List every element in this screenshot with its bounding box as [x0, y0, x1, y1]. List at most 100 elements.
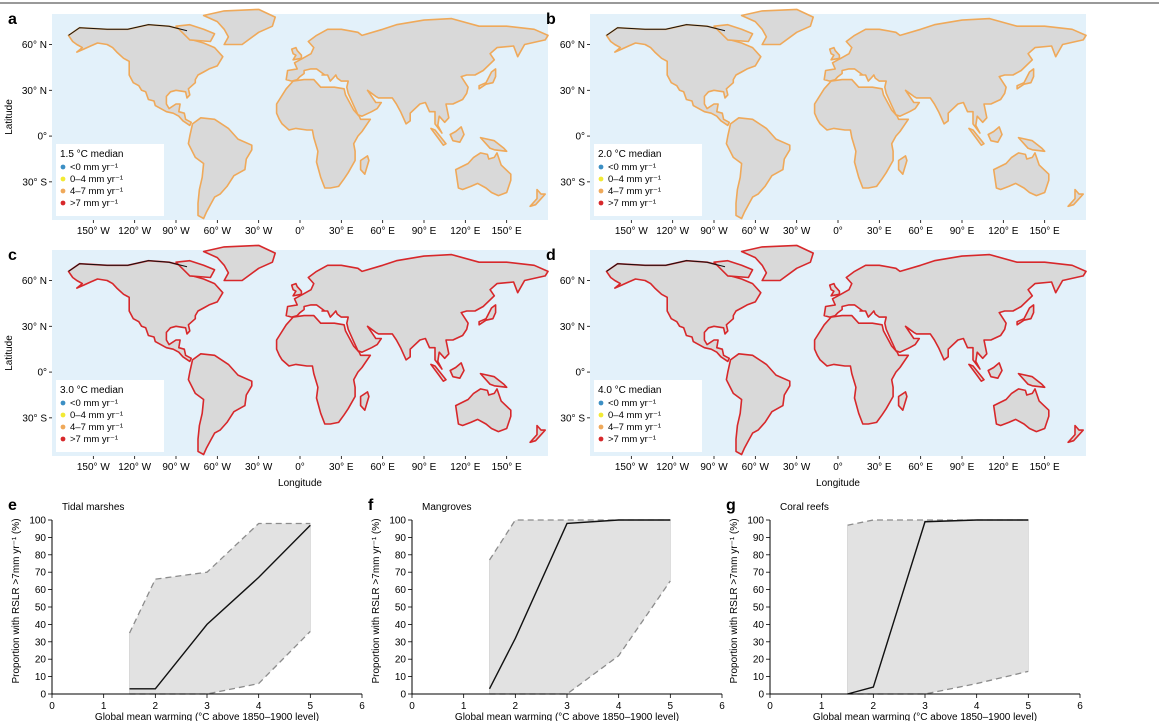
x-axis-label: Global mean warming (°C above 1850–1900 …	[95, 712, 319, 721]
chart-panel-e: e Tidal marshes 0 10 20 30 40 50 60 70 80 90 100 0 1 2 3…	[8, 497, 365, 721]
lat-tick-label: 30° S	[22, 177, 47, 188]
x-tick-label: 1	[819, 701, 825, 712]
lon-tick-label: 150° E	[492, 462, 522, 473]
upper-bound-line	[488, 519, 671, 561]
landmass-japan	[478, 68, 497, 90]
x-tick-label: 3	[564, 701, 570, 712]
lat-tick-label: 30° N	[22, 322, 47, 333]
lon-tick-label: 60° W	[204, 226, 232, 237]
landmass-sa	[725, 352, 791, 456]
panel-letter: f	[368, 497, 374, 514]
y-tick-label: 40	[753, 620, 765, 631]
y-tick-label: 80	[753, 550, 765, 561]
legend-swatch	[60, 176, 66, 182]
landmass-uk	[828, 282, 841, 297]
lat-tick-label: 60° N	[560, 276, 585, 287]
y-tick-label: 30	[395, 637, 407, 648]
lon-tick-label: 90° E	[950, 462, 975, 473]
x-tick-label: 2	[871, 701, 877, 712]
arctic-coastline	[606, 260, 726, 272]
lower-bound-line	[129, 630, 311, 695]
median-line	[129, 524, 311, 690]
uncertainty-band	[129, 523, 311, 694]
landmass-nz	[529, 188, 547, 208]
panel-letter: g	[726, 497, 736, 514]
landmass-aus	[992, 388, 1050, 433]
lon-tick-label: 30° E	[329, 462, 354, 473]
landmass-uk	[828, 46, 841, 61]
landmass-japan	[1016, 304, 1035, 326]
lon-tick-label: 150° W	[77, 226, 110, 237]
y-tick-label: 20	[753, 655, 765, 666]
lon-tick-label: 30° E	[329, 226, 354, 237]
x-tick-label: 5	[308, 701, 314, 712]
median-line	[847, 519, 1029, 695]
lon-tick-label: 30° E	[867, 462, 892, 473]
legend-swatch	[598, 436, 604, 442]
x-tick-label: 4	[974, 701, 980, 712]
panel-letter: e	[8, 497, 17, 514]
y-tick-label: 40	[35, 620, 47, 631]
x-tick-label: 3	[922, 701, 928, 712]
panel-letter: a	[8, 11, 17, 28]
landmass-borneo	[449, 126, 465, 143]
map-legend: 2.0 °C median <0 mm yr⁻¹0–4 mm yr⁻¹4–7 mm…	[594, 144, 702, 216]
landmass-ng	[1017, 136, 1046, 153]
legend-label: >7 mm yr⁻¹	[70, 434, 118, 445]
lon-tick-label: 0°	[833, 462, 843, 473]
lon-tick-label: 150° W	[615, 226, 648, 237]
legend-swatch	[598, 200, 604, 206]
landmass-mad	[897, 155, 908, 175]
map-panels: a 60° N 30° N 0° 30° S 150° W 120° W 90° W 60° W…	[4, 8, 1087, 489]
lon-tick-label: 90° W	[162, 226, 190, 237]
y-tick-label: 20	[35, 655, 47, 666]
lon-tick-label: 60° W	[742, 462, 770, 473]
map-legend: 4.0 °C median <0 mm yr⁻¹0–4 mm yr⁻¹4–7 mm…	[594, 380, 702, 452]
landmass-sumatra	[968, 363, 985, 383]
x-tick-label: 4	[616, 701, 622, 712]
x-tick-label: 0	[49, 701, 55, 712]
lon-tick-label: 30° W	[245, 462, 273, 473]
lon-tick-label: 120° W	[118, 462, 151, 473]
legend-label: 0–4 mm yr⁻¹	[608, 410, 661, 421]
lon-tick-label: 30° W	[783, 462, 811, 473]
x-tick-label: 3	[204, 701, 210, 712]
lon-tick-label: 60° W	[204, 462, 232, 473]
median-line	[488, 519, 671, 690]
legend-label: 0–4 mm yr⁻¹	[608, 174, 661, 185]
lon-tick-label: 150° W	[615, 462, 648, 473]
lon-tick-label: 120° E	[988, 226, 1018, 237]
landmass-baffin	[175, 259, 216, 279]
landmass-uk	[290, 282, 303, 297]
y-tick-label: 70	[753, 568, 765, 579]
lon-tick-label: 90° W	[162, 462, 190, 473]
lat-tick-label: 0°	[37, 368, 47, 379]
legend-label: <0 mm yr⁻¹	[608, 398, 656, 409]
legend-label: 4–7 mm yr⁻¹	[608, 186, 661, 197]
legend-swatch	[598, 188, 604, 194]
legend-box	[594, 380, 702, 452]
landmass-na	[605, 259, 762, 363]
landmass-eur	[285, 253, 549, 370]
lon-tick-label: 0°	[295, 462, 305, 473]
landmass-na	[67, 259, 224, 363]
landmass-nz	[1067, 424, 1084, 444]
y-tick-label: 70	[35, 568, 47, 579]
lon-tick-label: 120° E	[450, 462, 480, 473]
lon-tick-label: 120° W	[656, 462, 689, 473]
lat-tick-label: 0°	[575, 368, 585, 379]
landmass-sa	[187, 117, 253, 220]
y-tick-label: 100	[389, 516, 406, 527]
lon-tick-label: 30° W	[245, 226, 273, 237]
y-tick-label: 30	[753, 637, 765, 648]
lat-tick-label: 30° N	[560, 86, 585, 97]
legend-swatch	[60, 412, 66, 418]
legend-label: 0–4 mm yr⁻¹	[70, 410, 123, 421]
lon-tick-label: 120° E	[450, 226, 480, 237]
landmass-borneo	[987, 362, 1003, 380]
y-axis-label: Proportion with RSLR >7mm yr⁻¹ (%)	[371, 518, 382, 683]
lon-tick-label: 0°	[833, 226, 843, 237]
x-tick-label: 5	[668, 701, 674, 712]
